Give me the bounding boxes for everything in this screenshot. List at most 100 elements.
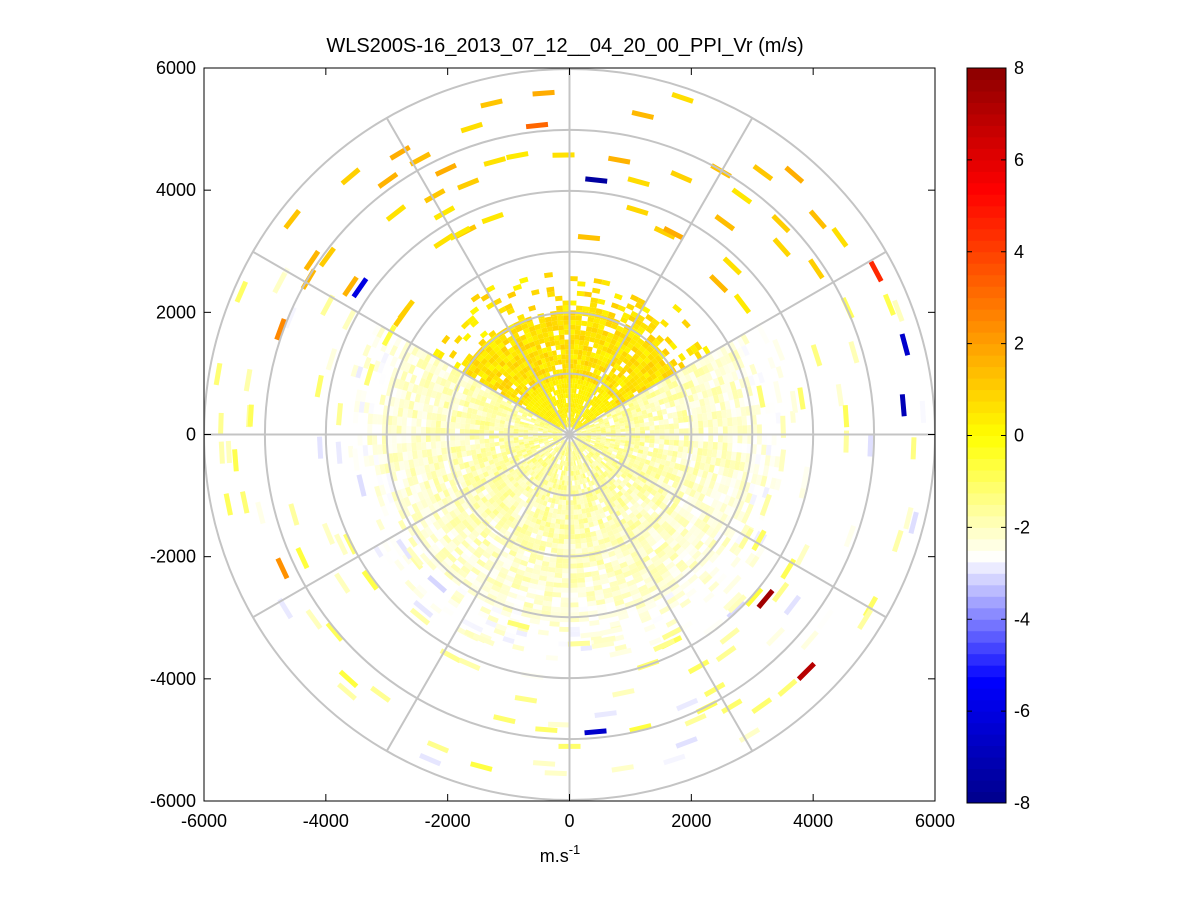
velocity-cell: [509, 497, 516, 505]
velocity-cell: [576, 479, 581, 486]
velocity-cell: [544, 586, 554, 593]
velocity-cell: [569, 573, 578, 579]
velocity-segment: [771, 581, 790, 603]
velocity-cell: [454, 546, 464, 556]
velocity-segment: [789, 390, 799, 414]
velocity-cell: [531, 398, 537, 404]
velocity-cell: [580, 428, 586, 431]
velocity-cell: [527, 394, 534, 401]
velocity-cell: [535, 408, 542, 414]
velocity-cell: [629, 405, 636, 411]
velocity-cell: [699, 477, 707, 487]
velocity-cell: [437, 406, 444, 415]
velocity-cell: [673, 439, 679, 446]
velocity-cell: [538, 499, 545, 506]
velocity-cell: [535, 365, 541, 372]
velocity-cell: [552, 462, 557, 468]
colorbar-band: [967, 699, 1006, 712]
velocity-cell: [536, 584, 546, 591]
velocity-cell: [378, 373, 387, 385]
velocity-cell: [494, 523, 503, 532]
velocity-cell: [732, 349, 741, 361]
azimuth-spoke: [385, 117, 571, 435]
velocity-cell: [609, 399, 615, 405]
velocity-cell: [556, 374, 561, 380]
velocity-cell: [549, 502, 555, 509]
velocity-cell: [538, 353, 545, 360]
velocity-cell: [512, 473, 519, 479]
velocity-cell: [723, 353, 732, 365]
velocity-cell: [411, 355, 420, 367]
velocity-cell: [594, 509, 601, 516]
velocity-cell: [677, 352, 686, 362]
velocity-cell: [519, 527, 527, 535]
velocity-cell: [598, 365, 604, 372]
velocity-cell: [588, 306, 597, 313]
velocity-cell: [401, 553, 413, 565]
velocity-cell: [542, 408, 548, 414]
velocity-cell: [570, 417, 573, 423]
velocity-cell: [548, 471, 553, 477]
velocity-cell: [597, 563, 606, 571]
velocity-cell: [572, 418, 575, 423]
velocity-cell: [533, 441, 539, 444]
velocity-cell: [576, 431, 582, 434]
velocity-cell: [425, 471, 433, 481]
velocity-cell: [510, 511, 518, 519]
velocity-cell: [644, 421, 650, 427]
velocity-segment: [433, 205, 456, 221]
velocity-cell: [546, 286, 555, 293]
velocity-cell: [580, 439, 586, 443]
velocity-cell: [553, 533, 560, 539]
velocity-cell: [569, 344, 575, 350]
velocity-cell: [497, 407, 504, 413]
velocity-segment: [816, 608, 834, 630]
velocity-cell: [566, 461, 569, 467]
velocity-cell: [665, 389, 672, 397]
velocity-cell: [584, 571, 592, 578]
velocity-cell: [596, 603, 607, 611]
velocity-cell: [702, 419, 709, 428]
velocity-segment: [525, 121, 549, 130]
velocity-cell: [553, 437, 558, 440]
velocity-cell: [562, 418, 566, 424]
velocity-segment: [472, 633, 495, 647]
velocity-cell: [394, 559, 405, 571]
velocity-cell: [762, 465, 770, 477]
velocity-cell: [617, 490, 624, 497]
velocity-segment: [288, 503, 300, 526]
velocity-cell: [726, 372, 735, 383]
velocity-cell: [523, 571, 533, 579]
velocity-cell: [593, 454, 598, 459]
velocity-cell: [634, 478, 642, 485]
velocity-cell: [522, 483, 529, 490]
velocity-cell: [557, 315, 564, 321]
velocity-cell: [663, 544, 673, 554]
velocity-cell: [515, 490, 522, 497]
velocity-cell: [661, 570, 672, 580]
velocity-cell: [566, 407, 569, 413]
velocity-cell: [505, 519, 513, 527]
velocity-cell: [653, 534, 663, 543]
velocity-cell: [554, 498, 560, 505]
velocity-cell: [540, 466, 546, 472]
velocity-cell: [576, 364, 581, 370]
velocity-cell: [767, 356, 776, 369]
velocity-cell: [740, 333, 750, 345]
velocity-cell: [648, 584, 659, 593]
colorbar-band: [967, 435, 1006, 448]
velocity-cell: [604, 423, 611, 427]
velocity-cell: [519, 444, 525, 448]
velocity-cell: [473, 475, 481, 483]
velocity-cell: [678, 440, 684, 447]
velocity-cell: [650, 503, 659, 512]
velocity-cell: [425, 419, 432, 428]
velocity-cell: [572, 485, 576, 491]
velocity-cell: [610, 379, 617, 386]
velocity-cell: [587, 346, 593, 353]
velocity-cell: [569, 602, 579, 608]
velocity-cell: [508, 424, 515, 429]
velocity-cell: [615, 552, 625, 560]
velocity-cell: [588, 387, 593, 394]
velocity-cell: [636, 465, 643, 472]
